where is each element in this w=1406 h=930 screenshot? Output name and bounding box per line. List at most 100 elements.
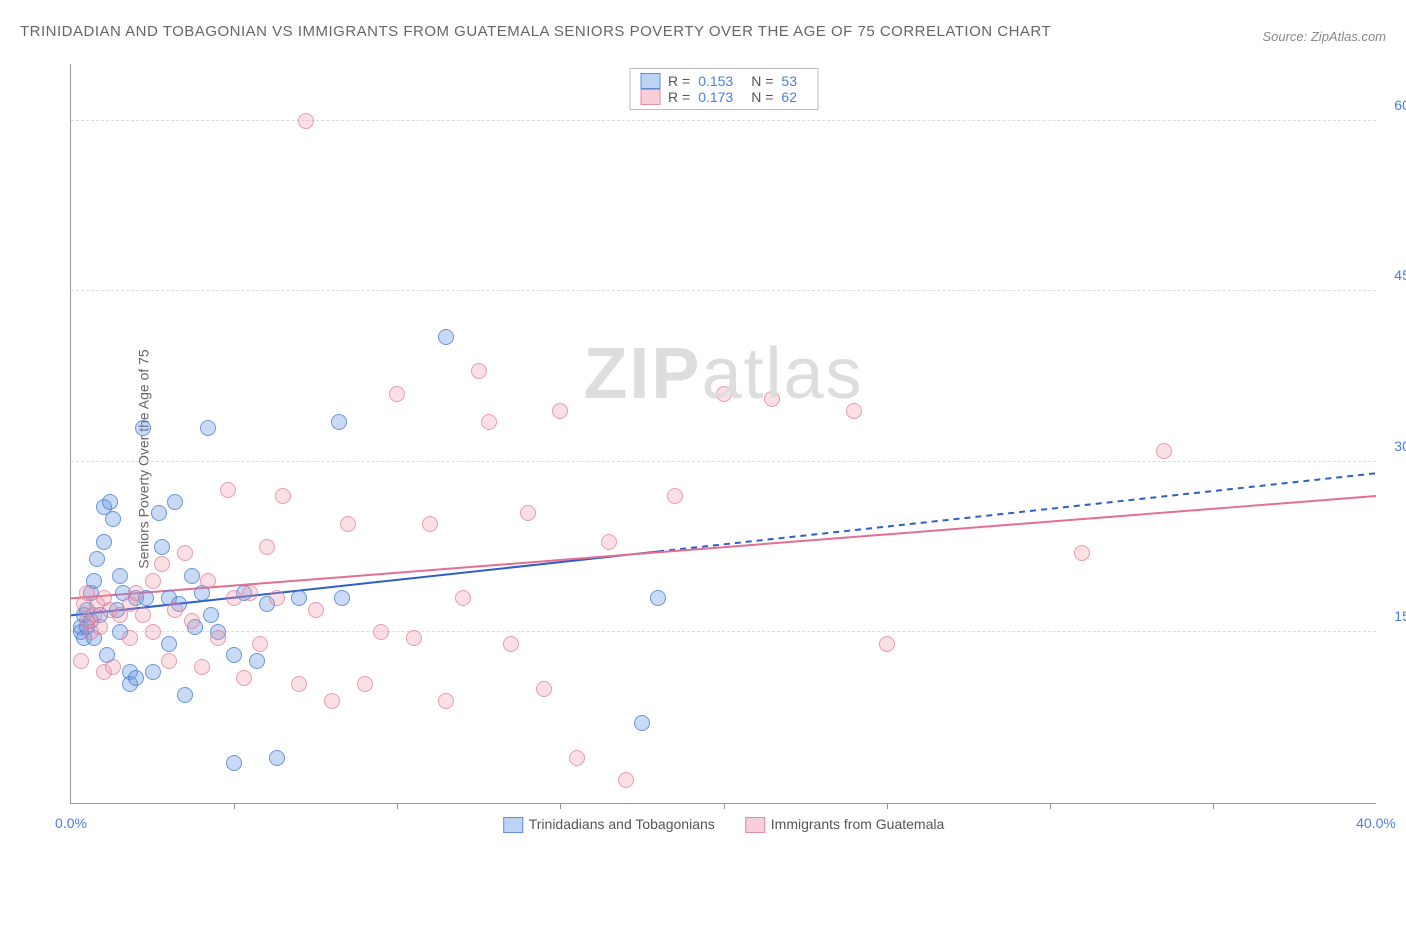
data-point <box>552 403 568 419</box>
data-point <box>601 534 617 550</box>
data-point <box>128 585 144 601</box>
data-point <box>161 636 177 652</box>
x-tick <box>397 803 398 809</box>
n-label: N = <box>751 73 773 89</box>
data-point <box>252 636 268 652</box>
data-point <box>269 750 285 766</box>
r-label: R = <box>668 89 690 105</box>
legend-swatch <box>640 89 660 105</box>
data-point <box>151 505 167 521</box>
data-point <box>122 630 138 646</box>
data-point <box>226 647 242 663</box>
data-point <box>249 653 265 669</box>
y-tick-label: 60.0% <box>1394 97 1406 113</box>
data-point <box>73 653 89 669</box>
data-point <box>184 568 200 584</box>
data-point <box>236 670 252 686</box>
x-tick <box>1050 803 1051 809</box>
data-point <box>145 573 161 589</box>
data-point <box>764 391 780 407</box>
series-legend: Trinidadians and Tobagonians Immigrants f… <box>503 816 945 833</box>
data-point <box>455 590 471 606</box>
series-name: Immigrants from Guatemala <box>771 816 945 832</box>
data-point <box>422 516 438 532</box>
data-point <box>503 636 519 652</box>
y-tick-label: 45.0% <box>1394 267 1406 283</box>
n-label: N = <box>751 89 773 105</box>
n-value: 53 <box>781 73 797 89</box>
x-tick <box>560 803 561 809</box>
source-label: Source: ZipAtlas.com <box>1262 29 1386 44</box>
r-label: R = <box>668 73 690 89</box>
data-point <box>879 636 895 652</box>
data-point <box>373 624 389 640</box>
x-tick <box>887 803 888 809</box>
legend-row: R = 0.173 N = 62 <box>640 89 807 105</box>
data-point <box>105 511 121 527</box>
legend-swatch <box>503 817 523 833</box>
x-tick <box>724 803 725 809</box>
data-point <box>1156 443 1172 459</box>
data-point <box>618 772 634 788</box>
legend-swatch <box>745 817 765 833</box>
data-point <box>200 573 216 589</box>
data-point <box>340 516 356 532</box>
data-point <box>135 420 151 436</box>
r-value: 0.153 <box>698 73 733 89</box>
series-name: Trinidadians and Tobagonians <box>529 816 715 832</box>
data-point <box>96 534 112 550</box>
data-point <box>650 590 666 606</box>
data-point <box>154 556 170 572</box>
x-tick <box>1213 803 1214 809</box>
data-point <box>89 551 105 567</box>
chart-container: Seniors Poverty Over the Age of 75 ZIPat… <box>20 54 1386 864</box>
data-point <box>308 602 324 618</box>
data-point <box>481 414 497 430</box>
data-point <box>135 607 151 623</box>
data-point <box>242 585 258 601</box>
data-point <box>128 670 144 686</box>
data-point <box>389 386 405 402</box>
data-point <box>167 494 183 510</box>
gridline <box>71 631 1376 632</box>
data-point <box>634 715 650 731</box>
data-point <box>167 602 183 618</box>
data-point <box>145 664 161 680</box>
data-point <box>357 676 373 692</box>
n-value: 62 <box>781 89 797 105</box>
legend-item: Trinidadians and Tobagonians <box>503 816 715 833</box>
data-point <box>269 590 285 606</box>
legend-item: Immigrants from Guatemala <box>745 816 945 833</box>
data-point <box>569 750 585 766</box>
y-tick-label: 30.0% <box>1394 438 1406 454</box>
data-point <box>331 414 347 430</box>
data-point <box>298 113 314 129</box>
data-point <box>1074 545 1090 561</box>
data-point <box>471 363 487 379</box>
data-point <box>291 590 307 606</box>
data-point <box>291 676 307 692</box>
gridline <box>71 461 1376 462</box>
r-value: 0.173 <box>698 89 733 105</box>
data-point <box>161 653 177 669</box>
data-point <box>716 386 732 402</box>
data-point <box>184 613 200 629</box>
watermark: ZIPatlas <box>583 333 863 415</box>
data-point <box>200 420 216 436</box>
data-point <box>324 693 340 709</box>
chart-title: TRINIDADIAN AND TOBAGONIAN VS IMMIGRANTS… <box>20 20 1051 44</box>
legend-row: R = 0.153 N = 53 <box>640 73 807 89</box>
data-point <box>210 630 226 646</box>
data-point <box>145 624 161 640</box>
data-point <box>177 687 193 703</box>
trend-lines <box>71 64 1376 803</box>
data-point <box>220 482 236 498</box>
data-point <box>226 590 242 606</box>
data-point <box>112 568 128 584</box>
data-point <box>102 494 118 510</box>
data-point <box>536 681 552 697</box>
data-point <box>846 403 862 419</box>
correlation-legend: R = 0.153 N = 53 R = 0.173 N = 62 <box>629 68 818 110</box>
data-point <box>438 329 454 345</box>
data-point <box>259 539 275 555</box>
